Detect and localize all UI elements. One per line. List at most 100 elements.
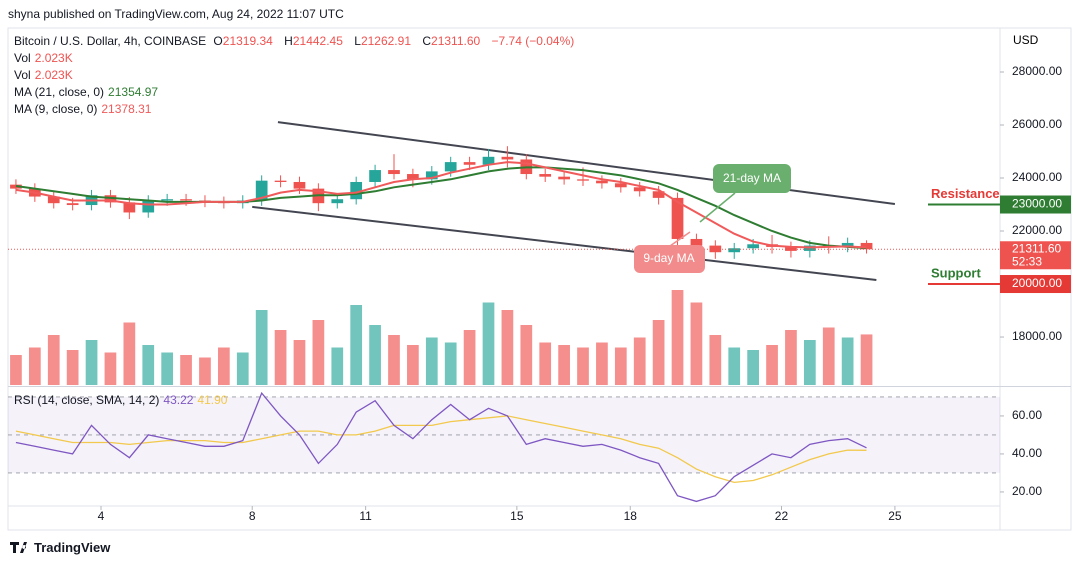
- candle-body: [728, 248, 741, 253]
- volume-bar: [161, 352, 174, 385]
- ohlc-item: L21262.91: [354, 34, 415, 48]
- vol-value: 2.023K: [34, 68, 73, 82]
- volume-bar: [331, 347, 344, 385]
- volume-bar: [558, 345, 570, 385]
- candle-body: [463, 162, 476, 165]
- callout-21: 21-day MA: [699, 164, 791, 223]
- ma-legend: MA (9, close, 0) 21378.31: [14, 101, 155, 118]
- y-tick-label: 24000.00: [1012, 170, 1062, 184]
- y-tick-label: 40.00: [1012, 446, 1042, 460]
- ma-value: 21354.97: [108, 85, 159, 99]
- candle-body: [350, 181, 363, 200]
- candle-body: [407, 174, 419, 180]
- volume-bar: [236, 352, 249, 385]
- level-tag-label: 20000.00: [1012, 276, 1062, 290]
- volume-bar: [85, 340, 98, 385]
- candle-body: [180, 199, 192, 201]
- rsi-layer: [15, 391, 867, 503]
- y-tick-label: 26000.00: [1012, 117, 1062, 131]
- candle-body: [142, 200, 155, 213]
- volume-bar: [180, 355, 192, 385]
- volume-bar: [10, 355, 22, 385]
- last-price-label: 21311.60: [1012, 241, 1061, 255]
- volume-bar: [520, 325, 533, 385]
- volume-bar: [123, 322, 136, 385]
- change: −7.74 (−0.04%): [491, 34, 575, 48]
- rsi-background: [8, 396, 1000, 474]
- volume-bar: [66, 350, 79, 385]
- candle-body: [123, 202, 136, 213]
- candle-body: [596, 180, 608, 184]
- volume-bar: [444, 342, 457, 385]
- volume-bar: [614, 347, 627, 385]
- candle-body: [860, 242, 873, 250]
- candle-body: [690, 238, 703, 246]
- volume-bar: [671, 290, 684, 385]
- volume-bar: [690, 302, 703, 385]
- volume-bar: [539, 342, 552, 385]
- x-tick-label: 15: [510, 509, 524, 523]
- callout-box: [713, 164, 791, 193]
- level-tag: [1000, 195, 1071, 214]
- callout-box: [634, 245, 705, 273]
- rsi-title: RSI (14, close, SMA, 14, 2): [14, 393, 160, 407]
- ohlc-value: 21311.60: [431, 34, 481, 48]
- axis-layer: 18000.00 22000.00 24000.00 26000.00 28000.00…: [98, 64, 1071, 523]
- level-name: Support: [931, 265, 981, 280]
- volume-bar: [407, 345, 419, 385]
- currency-label: USD: [1013, 33, 1039, 47]
- ohlc-item: C21311.60: [422, 34, 484, 48]
- volume-bar: [425, 337, 438, 385]
- volume-bar: [104, 352, 117, 385]
- ohlc-key: C: [422, 34, 432, 48]
- ohlc-value: 21442.45: [292, 34, 343, 48]
- publisher-line: shyna published on TradingView.com, Aug …: [8, 7, 344, 21]
- volume-bar: [274, 330, 287, 385]
- ma-name: MA (21, close, 0): [14, 85, 105, 99]
- volume-bar: [255, 310, 268, 385]
- candle-body: [293, 181, 306, 189]
- volume-bar: [218, 347, 230, 385]
- volume-bar: [841, 337, 854, 385]
- volume-bar: [728, 347, 741, 385]
- candle-body: [331, 199, 344, 204]
- candle-body: [558, 176, 570, 180]
- volume-bar: [142, 345, 155, 385]
- callout-pointer: [669, 231, 691, 247]
- callout-pointer: [699, 192, 736, 223]
- rsi-legend: RSI (14, close, SMA, 14, 2) 43.22 41.90: [14, 392, 231, 409]
- candle-body: [633, 187, 646, 192]
- volume-bar: [803, 340, 816, 385]
- ohlc-value: 21262.91: [360, 34, 411, 48]
- candle-body: [539, 174, 552, 177]
- x-tick-label: 11: [359, 509, 372, 523]
- price-layer: [8, 121, 1000, 282]
- candle-body: [841, 242, 854, 247]
- symbol-legend: Bitcoin / U.S. Dollar, 4h, COINBASE O213…: [14, 33, 578, 50]
- callout-9: 9-day MA: [634, 231, 705, 273]
- rsi-line: [15, 391, 867, 503]
- y-tick-label: 22000.00: [1012, 223, 1062, 237]
- volume-bar: [293, 340, 306, 385]
- callout-text: 9-day MA: [643, 251, 694, 265]
- volume-bar: [596, 342, 608, 385]
- volume-bar: [652, 320, 665, 385]
- ohlc-item: O21319.34: [213, 34, 276, 48]
- candle-body: [66, 203, 79, 206]
- candle-body: [652, 191, 665, 198]
- x-tick-label: 18: [624, 509, 638, 523]
- footer-brand: TradingView: [34, 540, 111, 555]
- candle-body: [482, 156, 495, 165]
- volume-bar: [463, 330, 476, 385]
- ma-line: [15, 166, 867, 250]
- x-tick-label: 22: [775, 509, 789, 523]
- volume-bar: [747, 350, 759, 385]
- y-tick-label: 20.00: [1012, 484, 1042, 498]
- logo-mark: [10, 542, 27, 553]
- rsi-line: [15, 415, 867, 484]
- volume-bar: [388, 335, 400, 385]
- volume-legend: Vol 2.023K: [14, 50, 77, 67]
- candle-body: [709, 245, 722, 253]
